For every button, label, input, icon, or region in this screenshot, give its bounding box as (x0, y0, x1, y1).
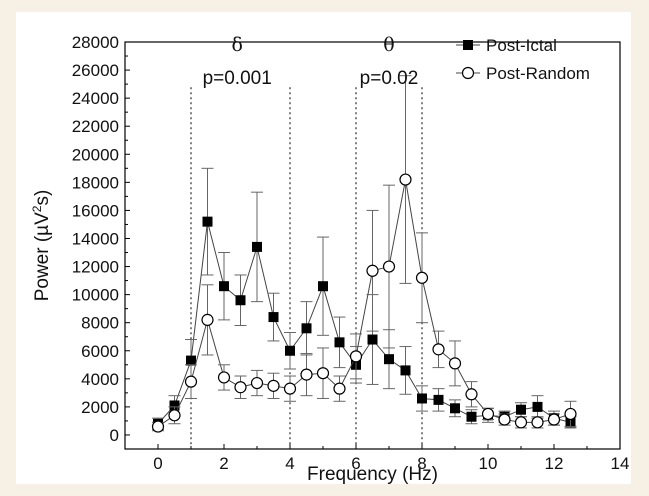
data-point-square (367, 334, 378, 345)
data-point-square (268, 312, 279, 323)
data-point-circle (168, 409, 181, 422)
plot-border (124, 41, 621, 450)
chart-card: 0 2 4 6 8 10 12 14 0 2000 4000 6000 8000 10000 12000 14… (16, 12, 631, 484)
series-layer (151, 75, 577, 433)
data-point-square (186, 355, 196, 366)
series-line (157, 179, 571, 427)
data-point-circle (184, 375, 198, 388)
x-tick-label: 2 (219, 454, 228, 473)
legend-marker-circle (461, 66, 475, 80)
band-symbol: θ (383, 34, 394, 56)
y-axis-title-tail: s) (32, 190, 53, 206)
data-point-square (516, 404, 526, 415)
data-point-circle (151, 420, 165, 433)
y-tick-label: 0 (110, 426, 119, 445)
data-point-circle (498, 413, 511, 426)
data-point-circle (514, 416, 528, 429)
y-tick-label: 12000 (72, 258, 119, 277)
legend-label: Post-Ictal (486, 36, 557, 55)
y-tick-label: 20000 (72, 145, 119, 164)
data-point-circle (300, 368, 313, 381)
y-tick-label: 22000 (72, 117, 119, 136)
data-point-circle (415, 271, 429, 284)
data-point-circle (217, 371, 231, 384)
data-point-square (219, 281, 229, 292)
y-axis-title-sup: 2 (30, 205, 44, 212)
p-value-label: p=0.02 (360, 68, 419, 89)
data-point-circle (283, 382, 297, 395)
axes: 0 2 4 6 8 10 12 14 0 2000 4000 6000 8000 10000 12000 14… (72, 33, 630, 473)
legend-marker-square (463, 40, 473, 50)
x-tick-label: 0 (153, 454, 162, 473)
data-point-circle (333, 382, 346, 395)
x-tick-label: 4 (285, 454, 294, 473)
data-point-square (532, 401, 543, 412)
data-point-circle (564, 407, 577, 421)
series-line (157, 221, 571, 425)
p-value-label: p=0.001 (203, 68, 272, 89)
data-point-circle (250, 376, 264, 390)
data-point-square (169, 400, 180, 411)
band-annotations: δ p=0.001 θ p=0.02 (203, 34, 419, 89)
data-point-circle (201, 313, 214, 326)
y-tick-label: 26000 (72, 61, 119, 80)
data-point-square (417, 393, 427, 404)
data-point-square (202, 216, 213, 227)
data-point-square (285, 345, 295, 356)
data-point-square (466, 411, 477, 422)
band-symbol: δ (231, 34, 242, 56)
y-tick-label: 14000 (72, 229, 119, 248)
data-point-circle (481, 407, 495, 421)
data-point-square (318, 281, 328, 292)
y-tick-label: 10000 (72, 286, 119, 305)
data-point-circle (316, 367, 330, 380)
data-point-circle (234, 381, 247, 394)
y-axis-title-main: Power (µV (32, 212, 53, 301)
legend: Post-Ictal Post-Random (456, 36, 590, 83)
y-tick-label: 8000 (81, 314, 119, 333)
y-tick-label: 18000 (72, 173, 119, 192)
legend-label: Post-Random (486, 64, 590, 83)
data-point-circle (432, 343, 445, 356)
data-point-circle (531, 416, 544, 429)
power-spectrum-chart: 0 2 4 6 8 10 12 14 0 2000 4000 6000 8000 10000 12000 14… (30, 33, 630, 484)
y-axis-title: Power (µV2s) (30, 190, 53, 302)
x-tick-label: 8 (417, 454, 426, 473)
y-tick-label: 6000 (81, 342, 119, 361)
data-point-square (400, 365, 411, 376)
data-point-circle (366, 264, 379, 277)
data-point-circle (349, 350, 363, 363)
series-post-ictal (152, 167, 577, 430)
y-tick-label: 24000 (72, 89, 119, 108)
y-tick-label: 2000 (81, 398, 119, 417)
x-tick-label: 6 (351, 454, 360, 473)
data-point-circle (465, 388, 478, 401)
data-point-circle (448, 357, 462, 370)
y-tick-label: 4000 (81, 370, 119, 389)
data-point-square (384, 354, 394, 365)
data-point-square (433, 394, 444, 405)
x-axis-title: Frequency (Hz) (307, 464, 438, 484)
plot-frame (124, 41, 621, 450)
data-point-circle (382, 260, 396, 273)
y-tick-label: 28000 (72, 33, 119, 52)
data-point-circle (399, 173, 412, 186)
data-point-square (252, 241, 262, 252)
x-tick-label: 12 (545, 454, 564, 473)
x-tick-label: 10 (479, 454, 498, 473)
data-point-square (235, 295, 246, 306)
data-point-square (334, 337, 345, 348)
y-tick-label: 16000 (72, 201, 119, 220)
x-tick-label: 14 (611, 454, 630, 473)
series-post-random (151, 75, 577, 433)
data-point-square (301, 323, 312, 334)
data-point-circle (547, 413, 561, 426)
data-point-circle (267, 379, 280, 392)
data-point-square (450, 403, 460, 414)
